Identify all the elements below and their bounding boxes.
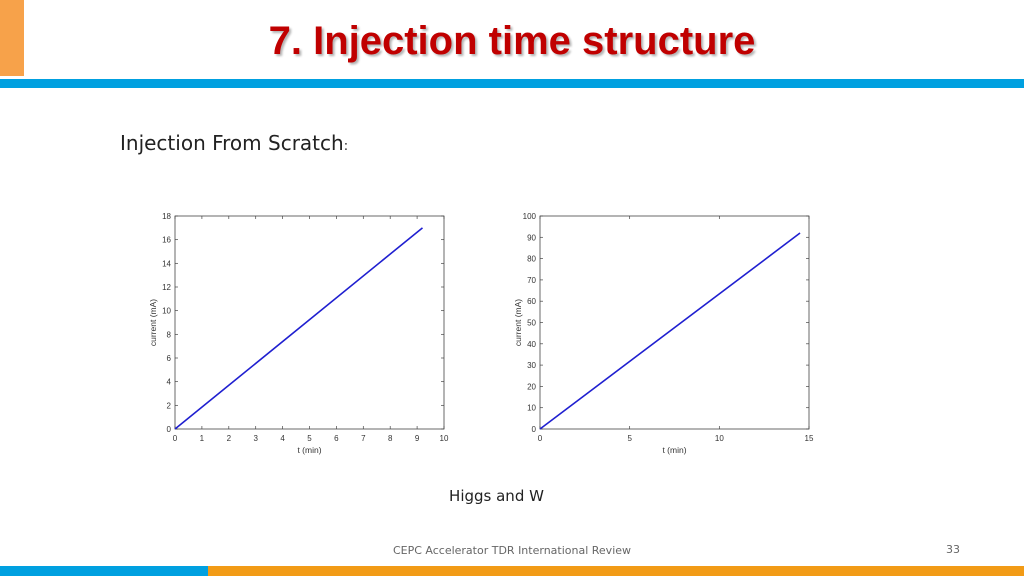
chart-0-ytick-label-7: 14 (162, 259, 171, 268)
chart-0-xtick-label-6: 6 (334, 434, 339, 443)
chart-1-ytick-label-6: 60 (527, 297, 536, 306)
chart-1-ytick-label-4: 40 (527, 340, 536, 349)
subtitle-text: Injection From Scratch (120, 131, 344, 155)
chart-1-ytick-label-8: 80 (527, 255, 536, 264)
chart-current-vs-time-2: 0 5 10 15 0 10 20 30 40 50 60 70 80 90 100 t (min) curre… (513, 212, 814, 455)
chart-0-ytick-label-1: 2 (167, 401, 172, 410)
chart-1-ytick-label-1: 10 (527, 404, 536, 413)
section-subtitle: Injection From Scratch: (120, 131, 348, 155)
chart-1-ytick-label-2: 20 (527, 382, 536, 391)
footer-text: CEPC Accelerator TDR International Revie… (392, 544, 632, 557)
footer-bar-blue (0, 566, 208, 576)
chart-0-xtick-label-9: 9 (415, 434, 420, 443)
chart-1-xlabel: t (min) (662, 445, 686, 455)
chart-0-ytick-label-0: 0 (167, 425, 172, 434)
slide-title: 7. Injection time structure (268, 19, 756, 63)
page-number: 33 (946, 543, 960, 556)
chart-0-xtick-label-7: 7 (361, 434, 366, 443)
chart-0-xtick-label-10: 10 (440, 434, 449, 443)
chart-0-xlabel: t (min) (297, 445, 321, 455)
chart-1-xtick-label-1: 5 (627, 434, 632, 443)
chart-0-xtick-label-1: 1 (200, 434, 205, 443)
chart-0-xtick-label-4: 4 (280, 434, 285, 443)
chart-0-ytick-label-4: 8 (167, 330, 172, 339)
subtitle-colon: : (343, 139, 349, 154)
chart-0-ytick-label-6: 12 (162, 283, 171, 292)
chart-0-ytick-label-2: 4 (167, 378, 172, 387)
chart-0-ytick-label-5: 10 (162, 307, 171, 316)
chart-0-ytick-label-9: 18 (162, 212, 171, 221)
chart-0-ylabel: current (mA) (148, 299, 158, 346)
chart-1-xtick-label-0: 0 (538, 434, 543, 443)
chart-1-ytick-label-3: 30 (527, 361, 536, 370)
chart-0-xtick-label-0: 0 (173, 434, 178, 443)
chart-1-ytick-label-5: 50 (527, 319, 536, 328)
chart-0-ytick-label-3: 6 (167, 354, 172, 363)
chart-1-plot-area (539, 215, 810, 430)
chart-1-xtick-label-3: 15 (805, 434, 814, 443)
chart-0-xtick-label-5: 5 (307, 434, 312, 443)
footer-bar-orange (208, 566, 1024, 576)
chart-1-series-line-0 (539, 232, 801, 430)
chart-0-ytick-label-8: 16 (162, 236, 171, 245)
chart-0-xtick-label-8: 8 (388, 434, 393, 443)
chart-1-ytick-label-9: 90 (527, 233, 536, 242)
chart-1-ylabel: current (mA) (513, 299, 523, 346)
chart-0-xtick-label-2: 2 (227, 434, 232, 443)
chart-0-series-line-0 (174, 227, 423, 430)
figure-caption: Higgs and W (449, 487, 544, 505)
chart-1-ytick-label-7: 70 (527, 276, 536, 285)
chart-1-ytick-label-0: 0 (532, 425, 537, 434)
chart-0-xtick-label-3: 3 (253, 434, 258, 443)
header-divider (0, 79, 1024, 88)
accent-tab (0, 0, 24, 76)
chart-1-xtick-label-2: 10 (715, 434, 724, 443)
chart-1-ytick-label-10: 100 (523, 212, 537, 221)
